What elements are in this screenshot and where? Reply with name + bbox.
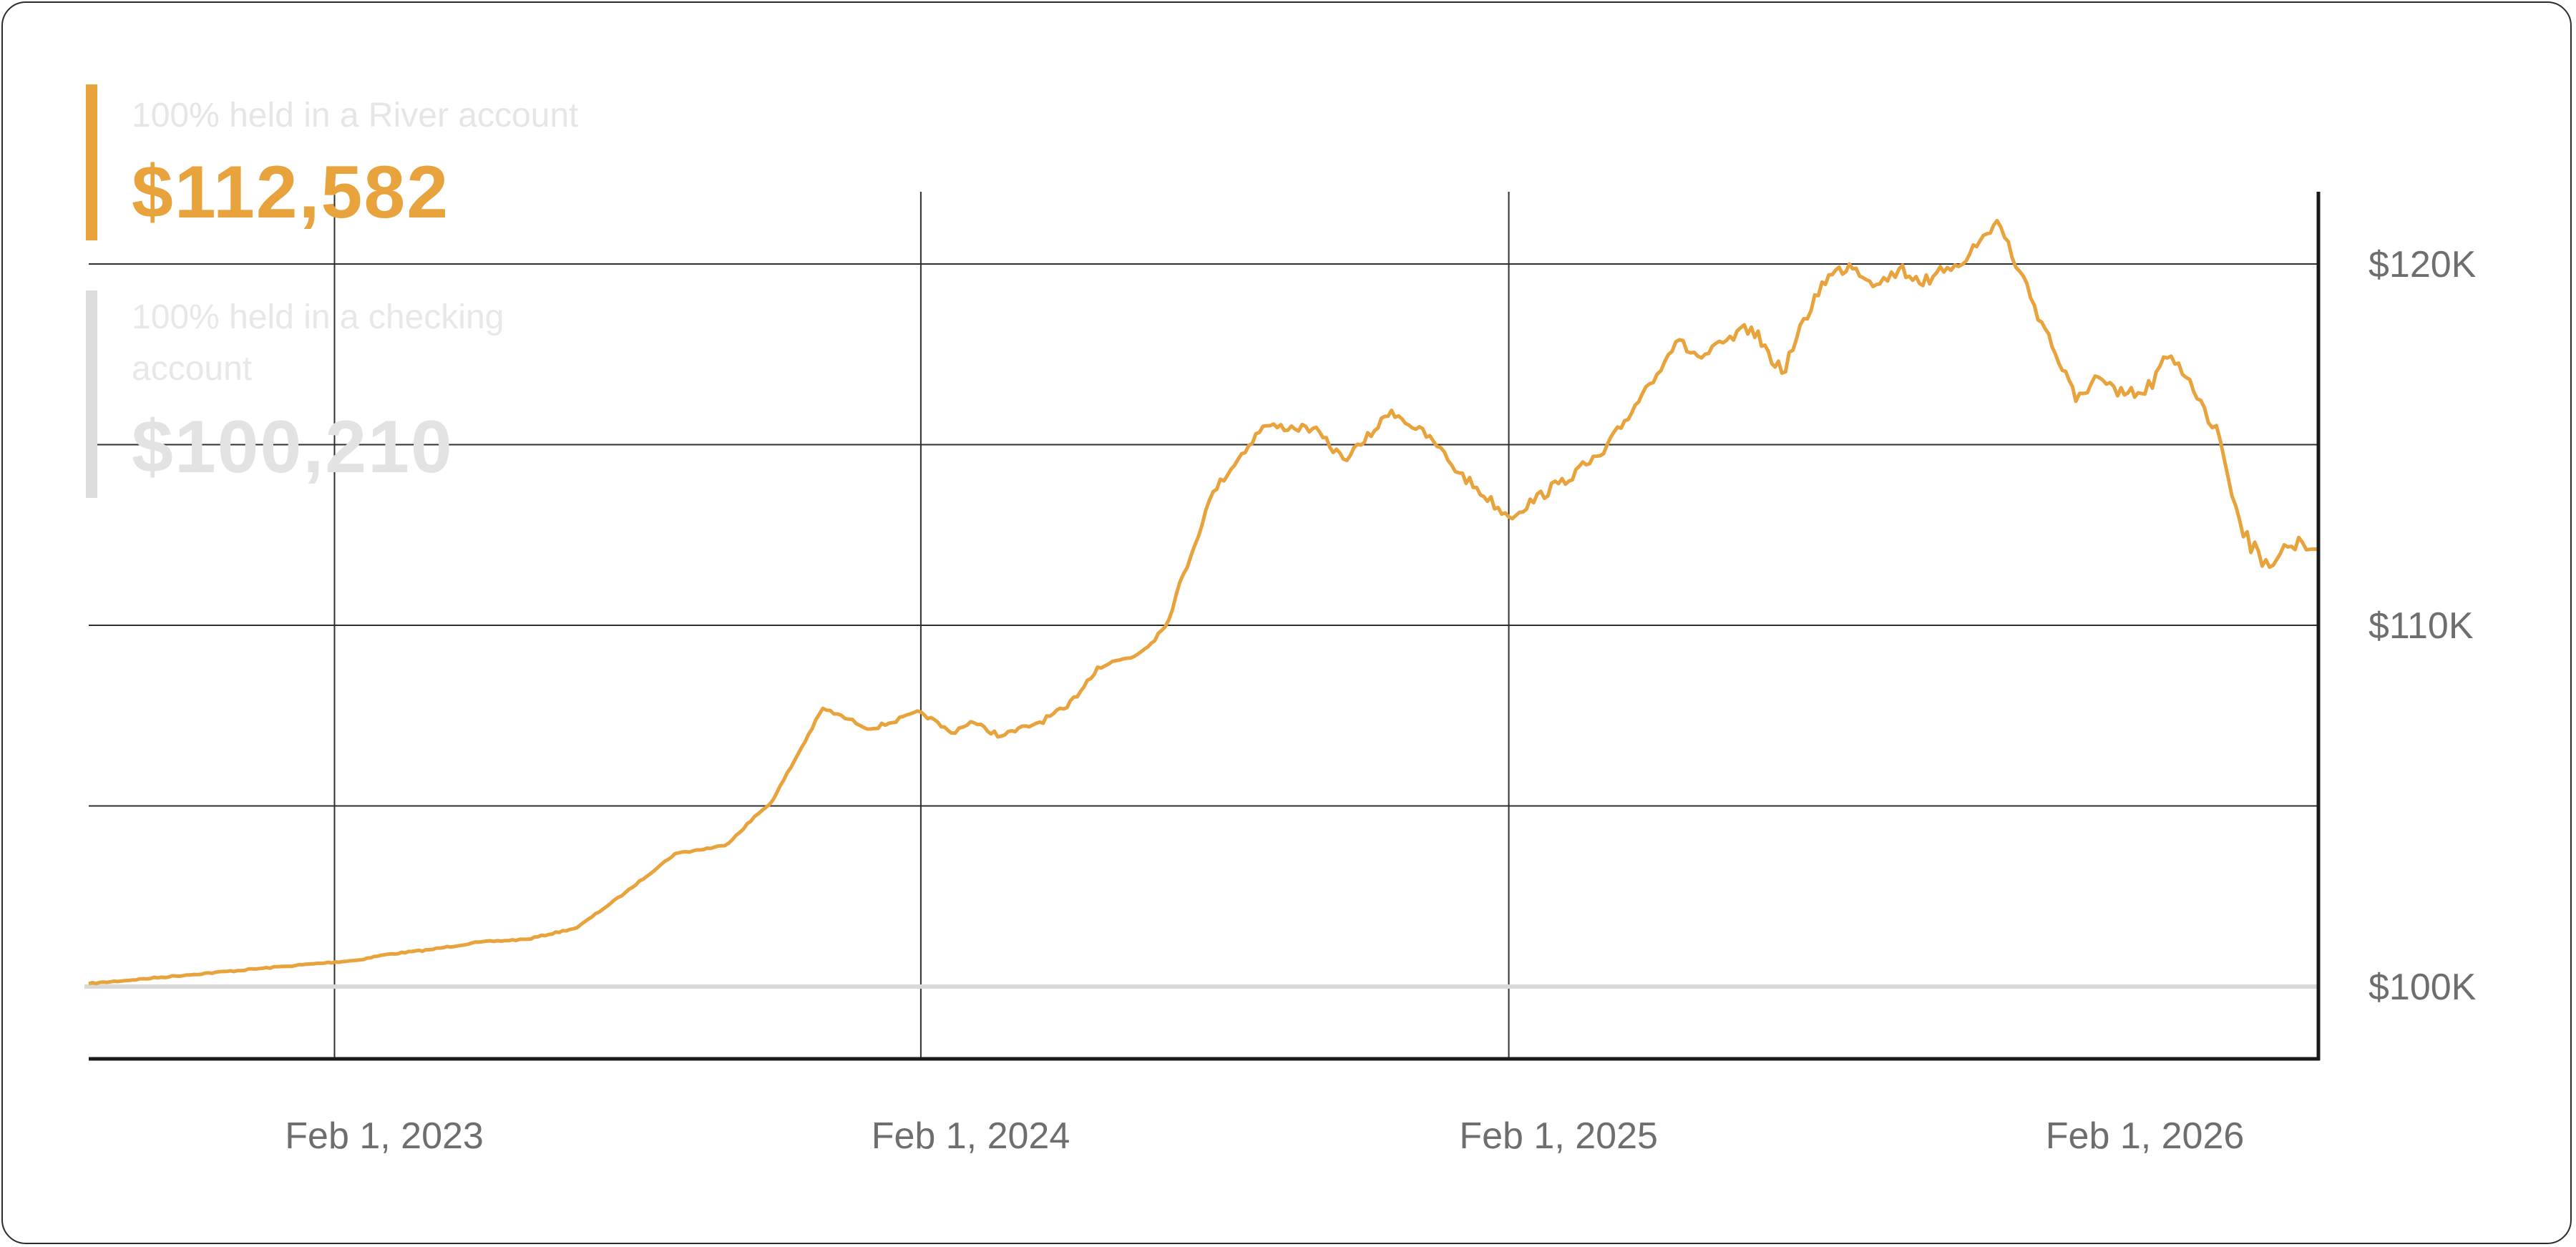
legend-checking-swatch	[86, 290, 97, 498]
legend-river-label: 100% held in a River account	[132, 97, 579, 135]
x-tick-label: Feb 1, 2026	[2046, 1115, 2245, 1157]
x-tick-label: Feb 1, 2023	[285, 1115, 484, 1157]
legend-checking-value: $100,210	[132, 406, 454, 489]
y-tick-label: $120K	[2368, 244, 2477, 285]
y-tick-label: $100K	[2368, 967, 2477, 1008]
legend-checking: 100% held in a checking account $100,210	[86, 290, 658, 498]
legend-river-value: $112,582	[132, 151, 450, 234]
legend-river-swatch	[86, 84, 97, 240]
tick-layer: $100K $110K $120K Feb 1, 2023 Feb 1, 2024 Feb…	[285, 244, 2476, 1157]
grid-layer	[89, 192, 2318, 1059]
y-tick-label: $110K	[2368, 605, 2474, 647]
series-layer	[84, 218, 2319, 989]
axis-layer	[89, 192, 2321, 1061]
series-river-line	[88, 218, 2319, 986]
x-tick-label: Feb 1, 2025	[1459, 1115, 1658, 1157]
legend-river: 100% held in a River account $112,582	[86, 84, 658, 242]
x-tick-label: Feb 1, 2024	[872, 1115, 1070, 1157]
legend-checking-label: 100% held in a checking account	[132, 298, 504, 388]
